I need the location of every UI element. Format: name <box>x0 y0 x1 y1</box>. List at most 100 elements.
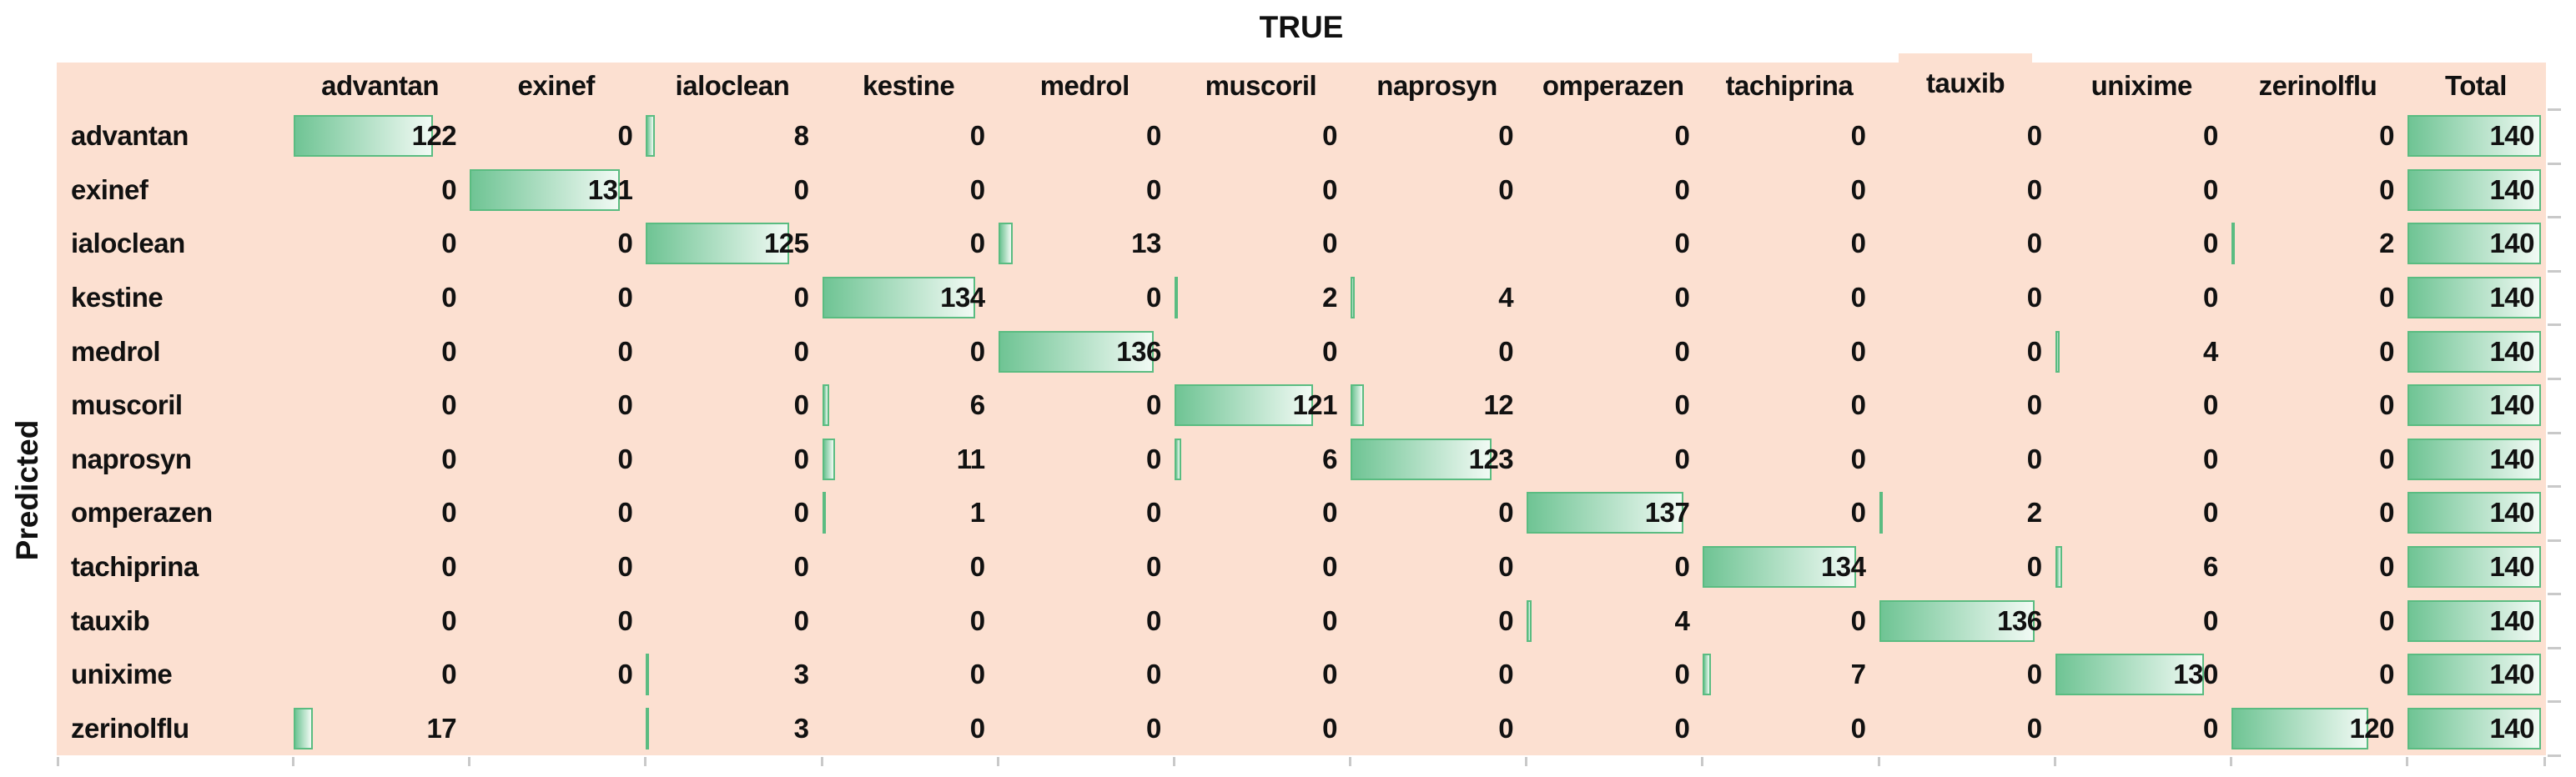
col-header-ialoclean: ialoclean <box>644 63 820 109</box>
cell-unixime-kestine-label: 0 <box>969 659 985 690</box>
col-header-medrol: medrol <box>997 63 1173 109</box>
cell-tauxib-zerinolflu-label: 0 <box>2379 604 2394 636</box>
cell-advantan-advantan: 122 <box>292 109 468 163</box>
cell-ialoclean-kestine: 0 <box>821 217 997 271</box>
cell-exinef-medrol: 0 <box>997 163 1173 218</box>
cell-kestine-omperazen-label: 0 <box>1674 282 1690 313</box>
data-bar <box>2407 115 2541 158</box>
cell-naprosyn-muscoril-label: 6 <box>1322 443 1337 474</box>
cell-tauxib-kestine-label: 0 <box>969 604 985 636</box>
cell-zerinolflu-zerinolflu: 120 <box>2230 701 2406 755</box>
cell-zerinolflu-omperazen-label: 0 <box>1674 712 1690 744</box>
cell-muscoril-unixime: 0 <box>2054 378 2230 433</box>
total-kestine-label: 140 <box>2489 282 2534 313</box>
total-exinef-label: 140 <box>2489 173 2534 205</box>
cell-tachiprina-kestine: 0 <box>821 540 997 594</box>
cell-zerinolflu-muscoril: 0 <box>1173 701 1349 755</box>
cell-kestine-tachiprina: 0 <box>1701 271 1877 325</box>
x-tick <box>1877 757 1880 766</box>
data-bar <box>2407 707 2541 749</box>
data-bar <box>646 115 656 158</box>
data-bar <box>1527 492 1684 534</box>
cell-tauxib-kestine: 0 <box>821 594 997 648</box>
cell-kestine-tauxib-label: 0 <box>2026 282 2042 313</box>
cell-zerinolflu-zerinolflu-label: 120 <box>2349 712 2394 744</box>
y-tick <box>2548 162 2561 165</box>
cell-zerinolflu-omperazen: 0 <box>1525 701 1701 755</box>
data-bar <box>2407 277 2541 319</box>
y-tick <box>2548 216 2561 219</box>
cell-advantan-ialoclean: 8 <box>644 109 820 163</box>
col-header-muscoril: muscoril <box>1173 63 1349 109</box>
cell-medrol-kestine: 0 <box>821 324 997 378</box>
cell-medrol-tachiprina: 0 <box>1701 324 1877 378</box>
cell-ialoclean-tachiprina: 0 <box>1701 217 1877 271</box>
data-bar <box>294 115 434 158</box>
cell-medrol-naprosyn-label: 0 <box>1498 335 1514 367</box>
cell-naprosyn-kestine-label: 11 <box>956 443 985 474</box>
cell-tachiprina-zerinolflu-label: 0 <box>2379 550 2394 582</box>
cell-exinef-advantan: 0 <box>292 163 468 218</box>
total-muscoril-label: 140 <box>2489 389 2534 421</box>
cell-omperazen-tauxib: 2 <box>1878 486 2054 540</box>
cell-tauxib-exinef: 0 <box>468 594 644 648</box>
cell-medrol-medrol-label: 136 <box>1116 335 1161 367</box>
x-tick <box>996 757 999 766</box>
col-header-unixime: unixime <box>2054 63 2230 109</box>
cell-omperazen-ialoclean: 0 <box>644 486 820 540</box>
col-header-kestine-label: kestine <box>862 70 955 101</box>
cell-advantan-muscoril: 0 <box>1173 109 1349 163</box>
cell-kestine-muscoril: 2 <box>1173 271 1349 325</box>
cell-omperazen-advantan: 0 <box>292 486 468 540</box>
col-header-tachiprina-label: tachiprina <box>1725 70 1854 101</box>
cell-muscoril-tachiprina: 0 <box>1701 378 1877 433</box>
col-header-omperazen: omperazen <box>1525 63 1701 109</box>
cell-medrol-tauxib-label: 0 <box>2026 335 2042 367</box>
row-header-ialoclean: ialoclean <box>57 217 292 271</box>
cell-medrol-unixime-label: 4 <box>2202 335 2218 367</box>
row-header-advantan-label: advantan <box>71 120 189 152</box>
cell-unixime-advantan-label: 0 <box>441 659 457 690</box>
total-unixime-label: 140 <box>2489 659 2534 690</box>
data-bar <box>1351 277 1356 319</box>
cell-tauxib-tachiprina-label: 0 <box>1850 604 1866 636</box>
cell-medrol-muscoril: 0 <box>1173 324 1349 378</box>
cell-unixime-tachiprina-label: 7 <box>1850 659 1866 690</box>
y-tick <box>2548 431 2561 434</box>
x-tick <box>2053 757 2056 766</box>
y-tick <box>2548 646 2561 649</box>
cell-omperazen-muscoril: 0 <box>1173 486 1349 540</box>
cell-tauxib-muscoril: 0 <box>1173 594 1349 648</box>
cell-unixime-tauxib-label: 0 <box>2026 659 2042 690</box>
cell-unixime-muscoril: 0 <box>1173 648 1349 702</box>
data-bar <box>1351 384 1365 427</box>
cell-tauxib-ialoclean-label: 0 <box>793 604 809 636</box>
cell-muscoril-exinef-label: 0 <box>617 389 633 421</box>
cell-kestine-zerinolflu-label: 0 <box>2379 282 2394 313</box>
row-header-naprosyn-label: naprosyn <box>71 443 192 474</box>
cell-medrol-ialoclean-label: 0 <box>793 335 809 367</box>
cell-kestine-kestine: 134 <box>821 271 997 325</box>
cell-muscoril-muscoril-label: 121 <box>1292 389 1337 421</box>
cell-advantan-kestine-label: 0 <box>969 120 985 152</box>
total-omperazen: 140 <box>2406 486 2546 540</box>
cell-exinef-tauxib: 0 <box>1878 163 2054 218</box>
cell-naprosyn-muscoril: 6 <box>1173 433 1349 487</box>
cell-muscoril-naprosyn: 12 <box>1349 378 1525 433</box>
cell-kestine-naprosyn: 4 <box>1349 271 1525 325</box>
cell-muscoril-tauxib-label: 0 <box>2026 389 2042 421</box>
cell-ialoclean-advantan-label: 0 <box>441 228 457 259</box>
cell-omperazen-kestine: 1 <box>821 486 997 540</box>
cell-naprosyn-ialoclean: 0 <box>644 433 820 487</box>
data-bar <box>1703 654 1711 696</box>
y-tick <box>2548 754 2561 757</box>
cell-advantan-omperazen: 0 <box>1525 109 1701 163</box>
cell-ialoclean-muscoril-label: 0 <box>1322 228 1337 259</box>
cell-naprosyn-tauxib: 0 <box>1878 433 2054 487</box>
row-header-zerinolflu-label: zerinolflu <box>71 712 189 744</box>
cell-naprosyn-unixime: 0 <box>2054 433 2230 487</box>
cell-tauxib-exinef-label: 0 <box>617 604 633 636</box>
cell-omperazen-exinef-label: 0 <box>617 497 633 529</box>
cell-unixime-naprosyn: 0 <box>1349 648 1525 702</box>
